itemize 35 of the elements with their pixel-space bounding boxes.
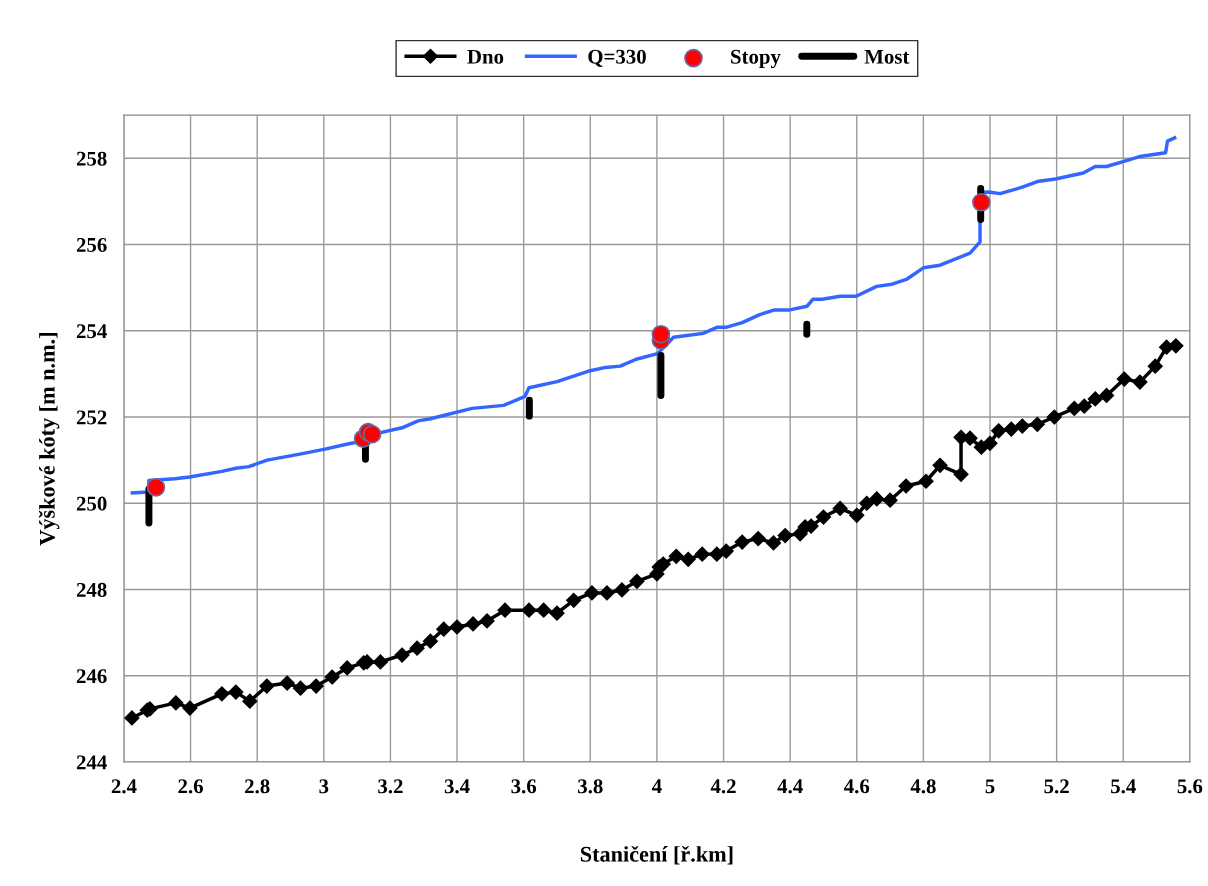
y-axis-title: Výškové kóty [m n.m.] bbox=[38, 333, 60, 546]
y-tick-label: 246 bbox=[76, 669, 107, 684]
x-tick-label: 3.8 bbox=[578, 779, 603, 794]
x-tick-label: 3.6 bbox=[511, 779, 537, 794]
x-tick-label: 5.2 bbox=[1044, 779, 1069, 794]
x-tick-label: 3.2 bbox=[378, 779, 403, 794]
x-tick-label: 2.8 bbox=[245, 779, 270, 794]
y-tick-label: 248 bbox=[76, 582, 107, 597]
line-series bbox=[128, 135, 1178, 495]
x-tick-label: 4.6 bbox=[844, 779, 870, 794]
x-tick-label: 2.4 bbox=[111, 779, 137, 794]
x-tick-label: 3 bbox=[319, 779, 329, 794]
x-tick-label: 5 bbox=[985, 779, 995, 794]
x-axis-title: Staničení [ř.km] bbox=[580, 845, 733, 865]
y-tick-label: 254 bbox=[76, 324, 107, 339]
point bbox=[146, 477, 166, 497]
x-tick-label: 4.2 bbox=[710, 779, 736, 794]
point bbox=[651, 324, 671, 344]
legend-label: Q=330 bbox=[588, 49, 646, 67]
x-tick-label: 4.4 bbox=[777, 779, 803, 794]
legend-label: Most bbox=[864, 49, 910, 64]
x-tick-label: 4.8 bbox=[910, 779, 936, 794]
x-tick-label: 5.4 bbox=[1111, 779, 1136, 794]
legend-label: Stopy bbox=[731, 49, 781, 69]
x-tick-label: 4 bbox=[651, 779, 662, 794]
y-tick-label: 252 bbox=[76, 410, 107, 425]
y-tick-label: 244 bbox=[76, 755, 107, 770]
y-tick-label: 250 bbox=[76, 496, 107, 511]
x-tick-label: 5.6 bbox=[1177, 779, 1203, 794]
x-tick-label: 3.4 bbox=[444, 779, 470, 794]
y-tick-label: 258 bbox=[76, 151, 107, 166]
point bbox=[972, 192, 991, 212]
legend-label: Dno bbox=[467, 49, 504, 64]
x-tick-label: 2.6 bbox=[178, 779, 203, 794]
y-tick-label: 256 bbox=[76, 237, 107, 252]
